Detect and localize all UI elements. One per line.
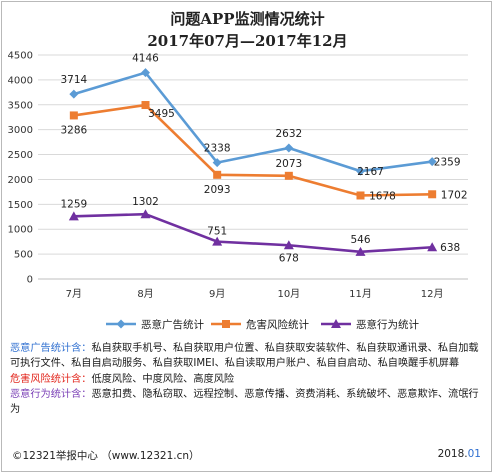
legend-swatch-marker xyxy=(116,319,126,329)
y-tick-label: 3000 xyxy=(8,125,33,136)
data-label: 1302 xyxy=(132,196,159,208)
x-tick-label: 10月 xyxy=(277,288,300,300)
data-label: 678 xyxy=(279,252,299,264)
footer-date-suffix: 01 xyxy=(467,448,481,460)
note-ad-label: 恶意广告统计含： xyxy=(10,343,92,354)
data-point xyxy=(69,89,79,99)
y-tick-label: 2500 xyxy=(8,150,33,161)
series-line xyxy=(73,103,433,197)
chart-notes: 恶意广告统计含：私自获取手机号、私自获取用户位置、私自获取安装软件、私自获取通讯… xyxy=(10,341,488,417)
y-tick-label: 4000 xyxy=(8,75,33,86)
data-point xyxy=(356,191,365,200)
data-point xyxy=(427,157,437,167)
data-point xyxy=(284,171,293,180)
legend-swatch-marker xyxy=(331,319,341,328)
footer-date: 2018.01 xyxy=(438,448,481,460)
data-point xyxy=(141,101,150,110)
y-tick-label: 1000 xyxy=(8,225,33,236)
x-tick-label: 11月 xyxy=(349,288,372,300)
note-ad: 恶意广告统计含：私自获取手机号、私自获取用户位置、私自获取安装软件、私自获取通讯… xyxy=(10,341,488,372)
series-line xyxy=(73,212,433,254)
footer-date-prefix: 2018. xyxy=(437,448,468,460)
chart-subtitle: 2017年07月—2017年12月 xyxy=(147,32,348,50)
legend-label: 恶意广告统计 xyxy=(141,318,204,331)
data-point xyxy=(428,190,437,199)
data-point xyxy=(283,240,294,250)
data-point xyxy=(284,143,294,153)
note-behavior-text: 恶意扣费、隐私窃取、远程控制、恶意传播、资费消耗、系统破坏、恶意欺诈、流氓行为 xyxy=(10,388,479,416)
data-point xyxy=(427,242,438,252)
data-point xyxy=(140,209,151,219)
x-tick-label: 7月 xyxy=(66,288,82,300)
data-point xyxy=(355,246,366,256)
series-line xyxy=(73,71,433,173)
y-tick-label: 4500 xyxy=(8,51,33,62)
data-label: 1678 xyxy=(369,190,396,202)
data-label: 2359 xyxy=(434,157,461,169)
data-label: 3495 xyxy=(148,108,175,120)
data-label: 1702 xyxy=(441,189,468,201)
legend-label: 危害风险统计 xyxy=(246,318,309,331)
note-behavior-label: 恶意行为统计含： xyxy=(10,388,92,400)
data-label: 2632 xyxy=(275,128,302,140)
x-tick-label: 9月 xyxy=(209,288,225,300)
y-tick-label: 500 xyxy=(14,250,33,261)
y-tick-label: 2000 xyxy=(8,175,33,186)
line-chart: 0 500 1000 1500 2000 2500 3000 3500 4000 4500 7月 8月… xyxy=(8,51,468,331)
data-label: 3286 xyxy=(60,124,87,136)
data-label: 2338 xyxy=(204,143,231,155)
data-label: 4146 xyxy=(132,53,159,65)
note-risk: 危害风险统计含：低度风险、中度风险、高度风险 xyxy=(10,372,488,387)
data-point xyxy=(69,111,78,120)
data-label: 751 xyxy=(207,226,227,238)
data-label: 546 xyxy=(350,234,370,246)
data-point xyxy=(213,170,222,179)
x-tick-label: 12月 xyxy=(421,288,444,300)
data-label: 638 xyxy=(440,242,460,254)
footer-source: ©12321举报中心 （www.12321.cn） xyxy=(12,450,200,462)
note-ad-text: 私自获取手机号、私自获取用户位置、私自获取安装软件、私自获取通讯录、私自加载可执… xyxy=(10,343,479,370)
data-point xyxy=(212,158,222,168)
data-point xyxy=(212,236,223,246)
legend-swatch-marker xyxy=(222,320,230,328)
legend-label: 恶意行为统计 xyxy=(356,318,419,331)
data-label: 2093 xyxy=(204,184,231,196)
data-label: 1259 xyxy=(60,198,87,210)
x-tick-label: 8月 xyxy=(137,288,153,300)
data-point xyxy=(356,166,365,176)
y-tick-label: 3500 xyxy=(8,100,33,111)
y-tick-label: 0 xyxy=(27,275,33,286)
y-tick-label: 1500 xyxy=(8,200,33,211)
data-point xyxy=(141,68,150,78)
chart-title: 问题APP监测情况统计 xyxy=(170,10,325,28)
data-label: 2073 xyxy=(275,158,302,170)
data-point xyxy=(68,211,79,221)
data-label: 2167 xyxy=(357,166,384,178)
data-label: 3714 xyxy=(60,74,87,86)
note-risk-text: 低度风险、中度风险、高度风险 xyxy=(91,373,235,385)
note-risk-label: 危害风险统计含： xyxy=(10,373,92,385)
note-behavior: 恶意行为统计含：恶意扣费、隐私窃取、远程控制、恶意传播、资费消耗、系统破坏、恶意… xyxy=(10,387,488,418)
